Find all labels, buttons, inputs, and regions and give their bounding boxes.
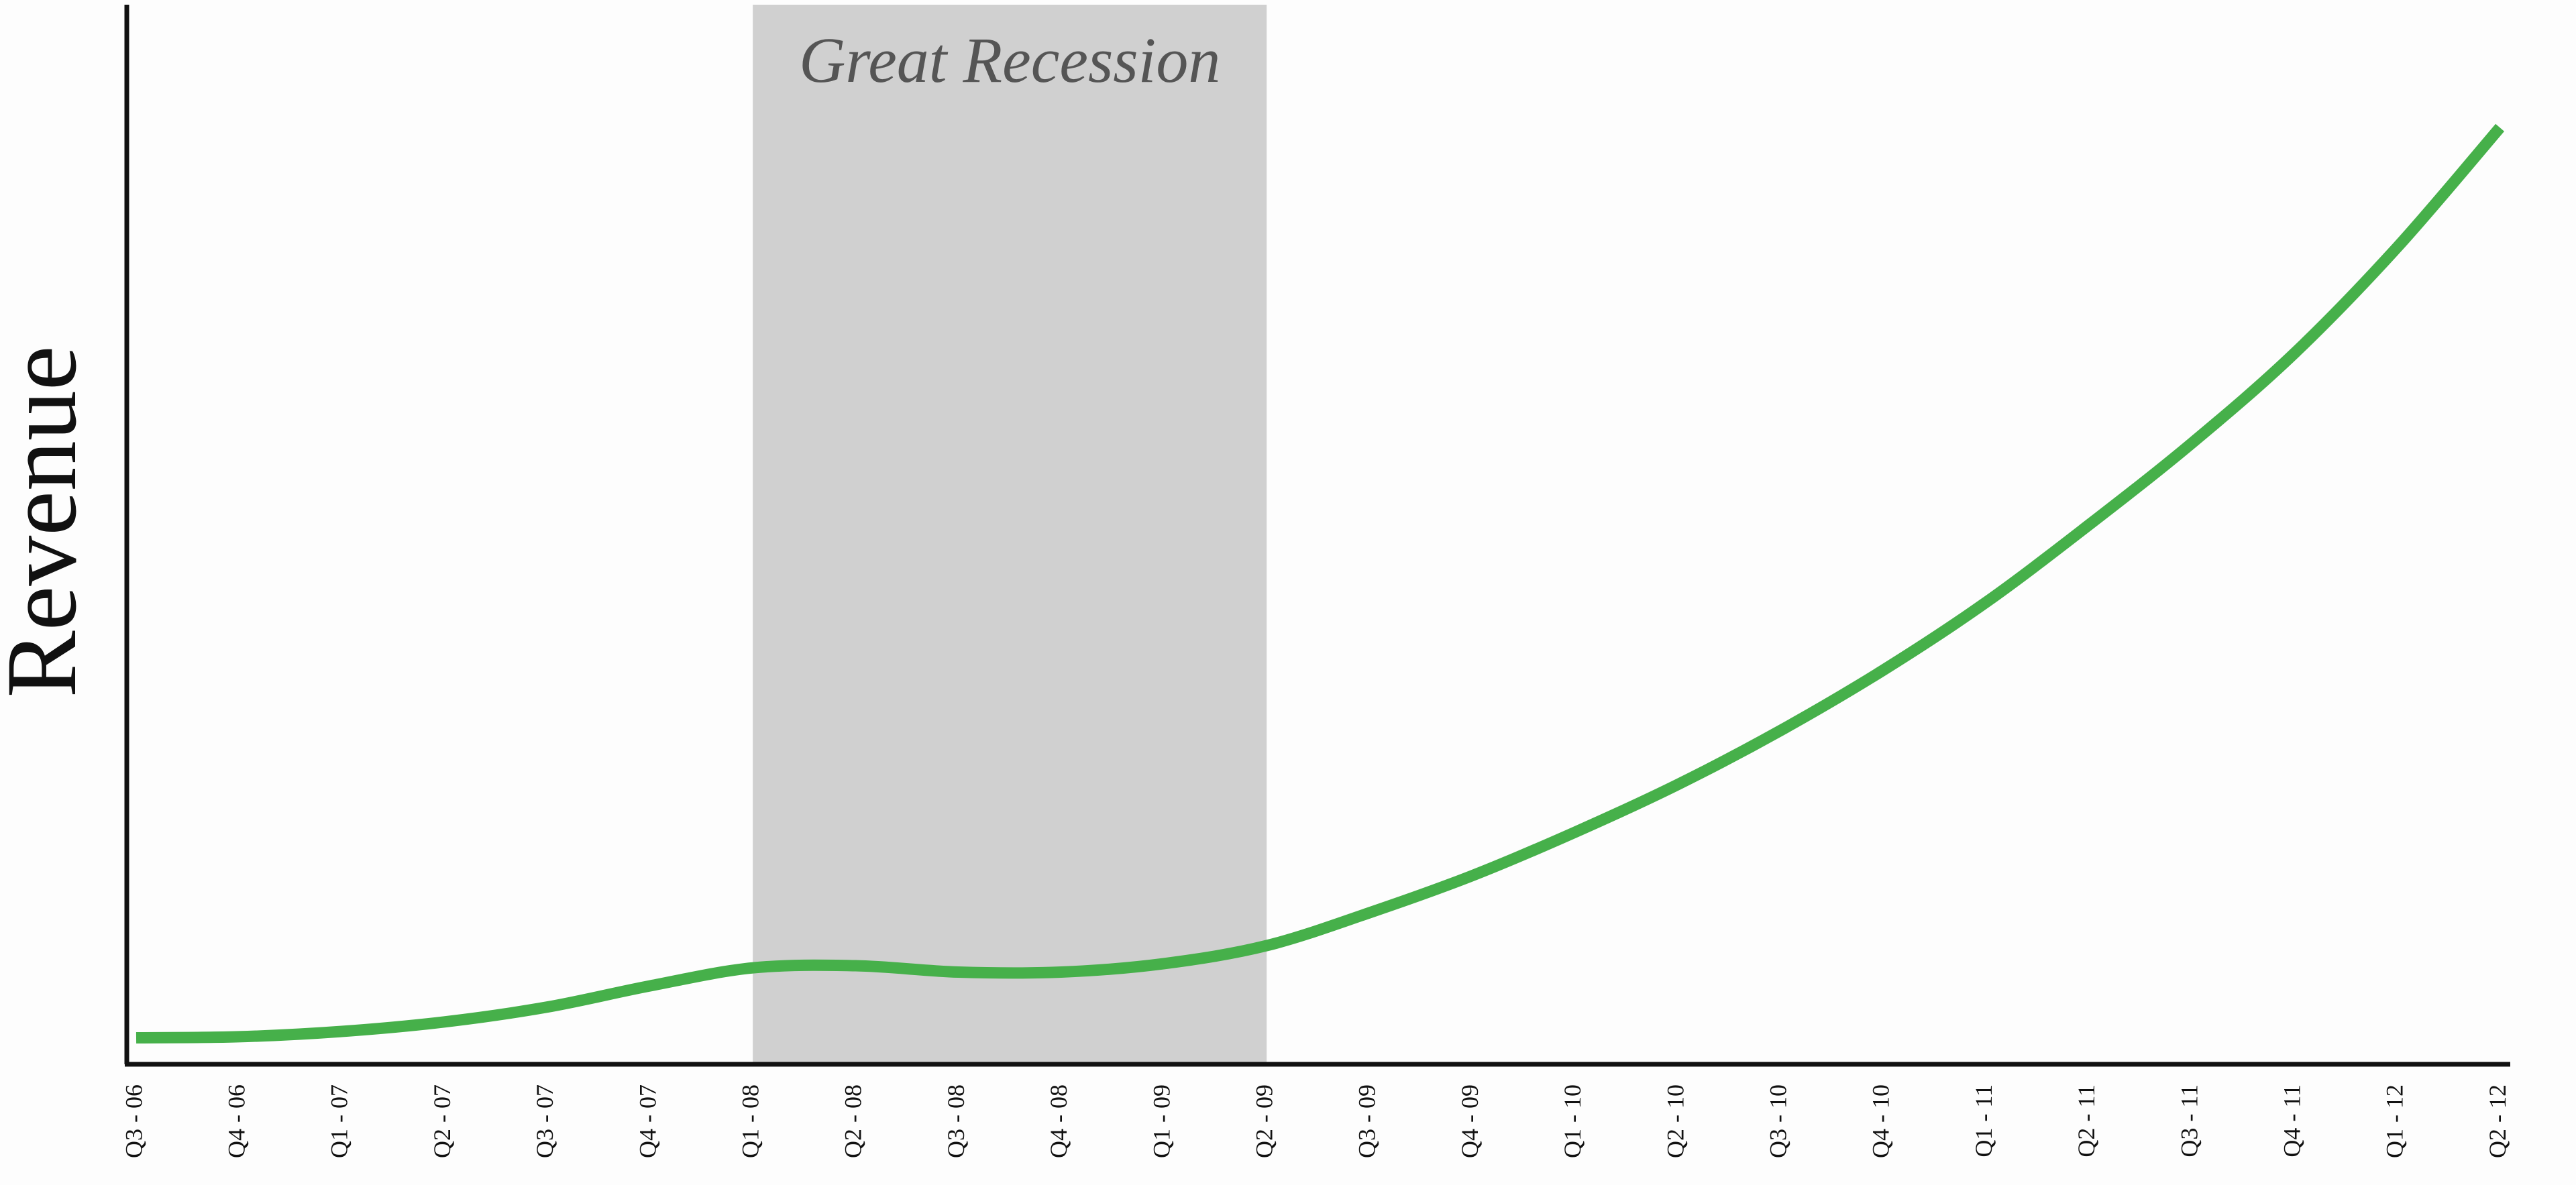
x-tick-label: Q3 - 08 [943,1084,969,1158]
x-tick-label: Q2 - 08 [840,1084,867,1158]
x-tick-label: Q1 - 07 [326,1084,353,1158]
x-tick-label: Q3 - 11 [2176,1084,2202,1158]
y-axis-label: Revenue [0,346,97,698]
x-tick-label: Q1 - 11 [1970,1084,1997,1158]
x-tick-label: Q1 - 10 [1559,1084,1586,1158]
x-tick-label: Q4 - 11 [2278,1084,2305,1158]
x-tick-label: Q2 - 11 [2073,1084,2100,1158]
x-tick-label: Q1 - 12 [2381,1084,2408,1158]
plot: Great Recession Q3 - 06 Q4 - 06 Q1 - 07 Q2 -… [120,5,2511,1158]
x-tick-label: Q3 - 10 [1764,1084,1791,1158]
x-tick-label: Q4 - 07 [634,1084,661,1158]
x-tick-label: Q4 - 08 [1045,1084,1072,1158]
x-tick-label: Q2 - 12 [2484,1084,2511,1158]
shaded-period [753,5,1267,1064]
x-tick-label: Q3 - 07 [531,1084,558,1158]
x-tick-label: Q1 - 08 [737,1084,763,1158]
x-tick-label: Q2 - 10 [1662,1084,1688,1158]
x-tick-label: Q3 - 06 [120,1084,147,1158]
x-tick-label: Q1 - 09 [1148,1084,1175,1158]
revenue-line [136,123,2505,1043]
x-tick-label: Q4 - 06 [223,1084,250,1158]
x-tick-label: Q2 - 07 [429,1084,455,1158]
shaded-period-label: Great Recession [799,24,1220,96]
x-tick-label: Q2 - 09 [1250,1084,1277,1158]
x-tick-label: Q4 - 10 [1868,1084,1894,1158]
x-tick-label: Q4 - 09 [1456,1084,1483,1158]
x-tick-label: Q3 - 09 [1354,1084,1381,1158]
